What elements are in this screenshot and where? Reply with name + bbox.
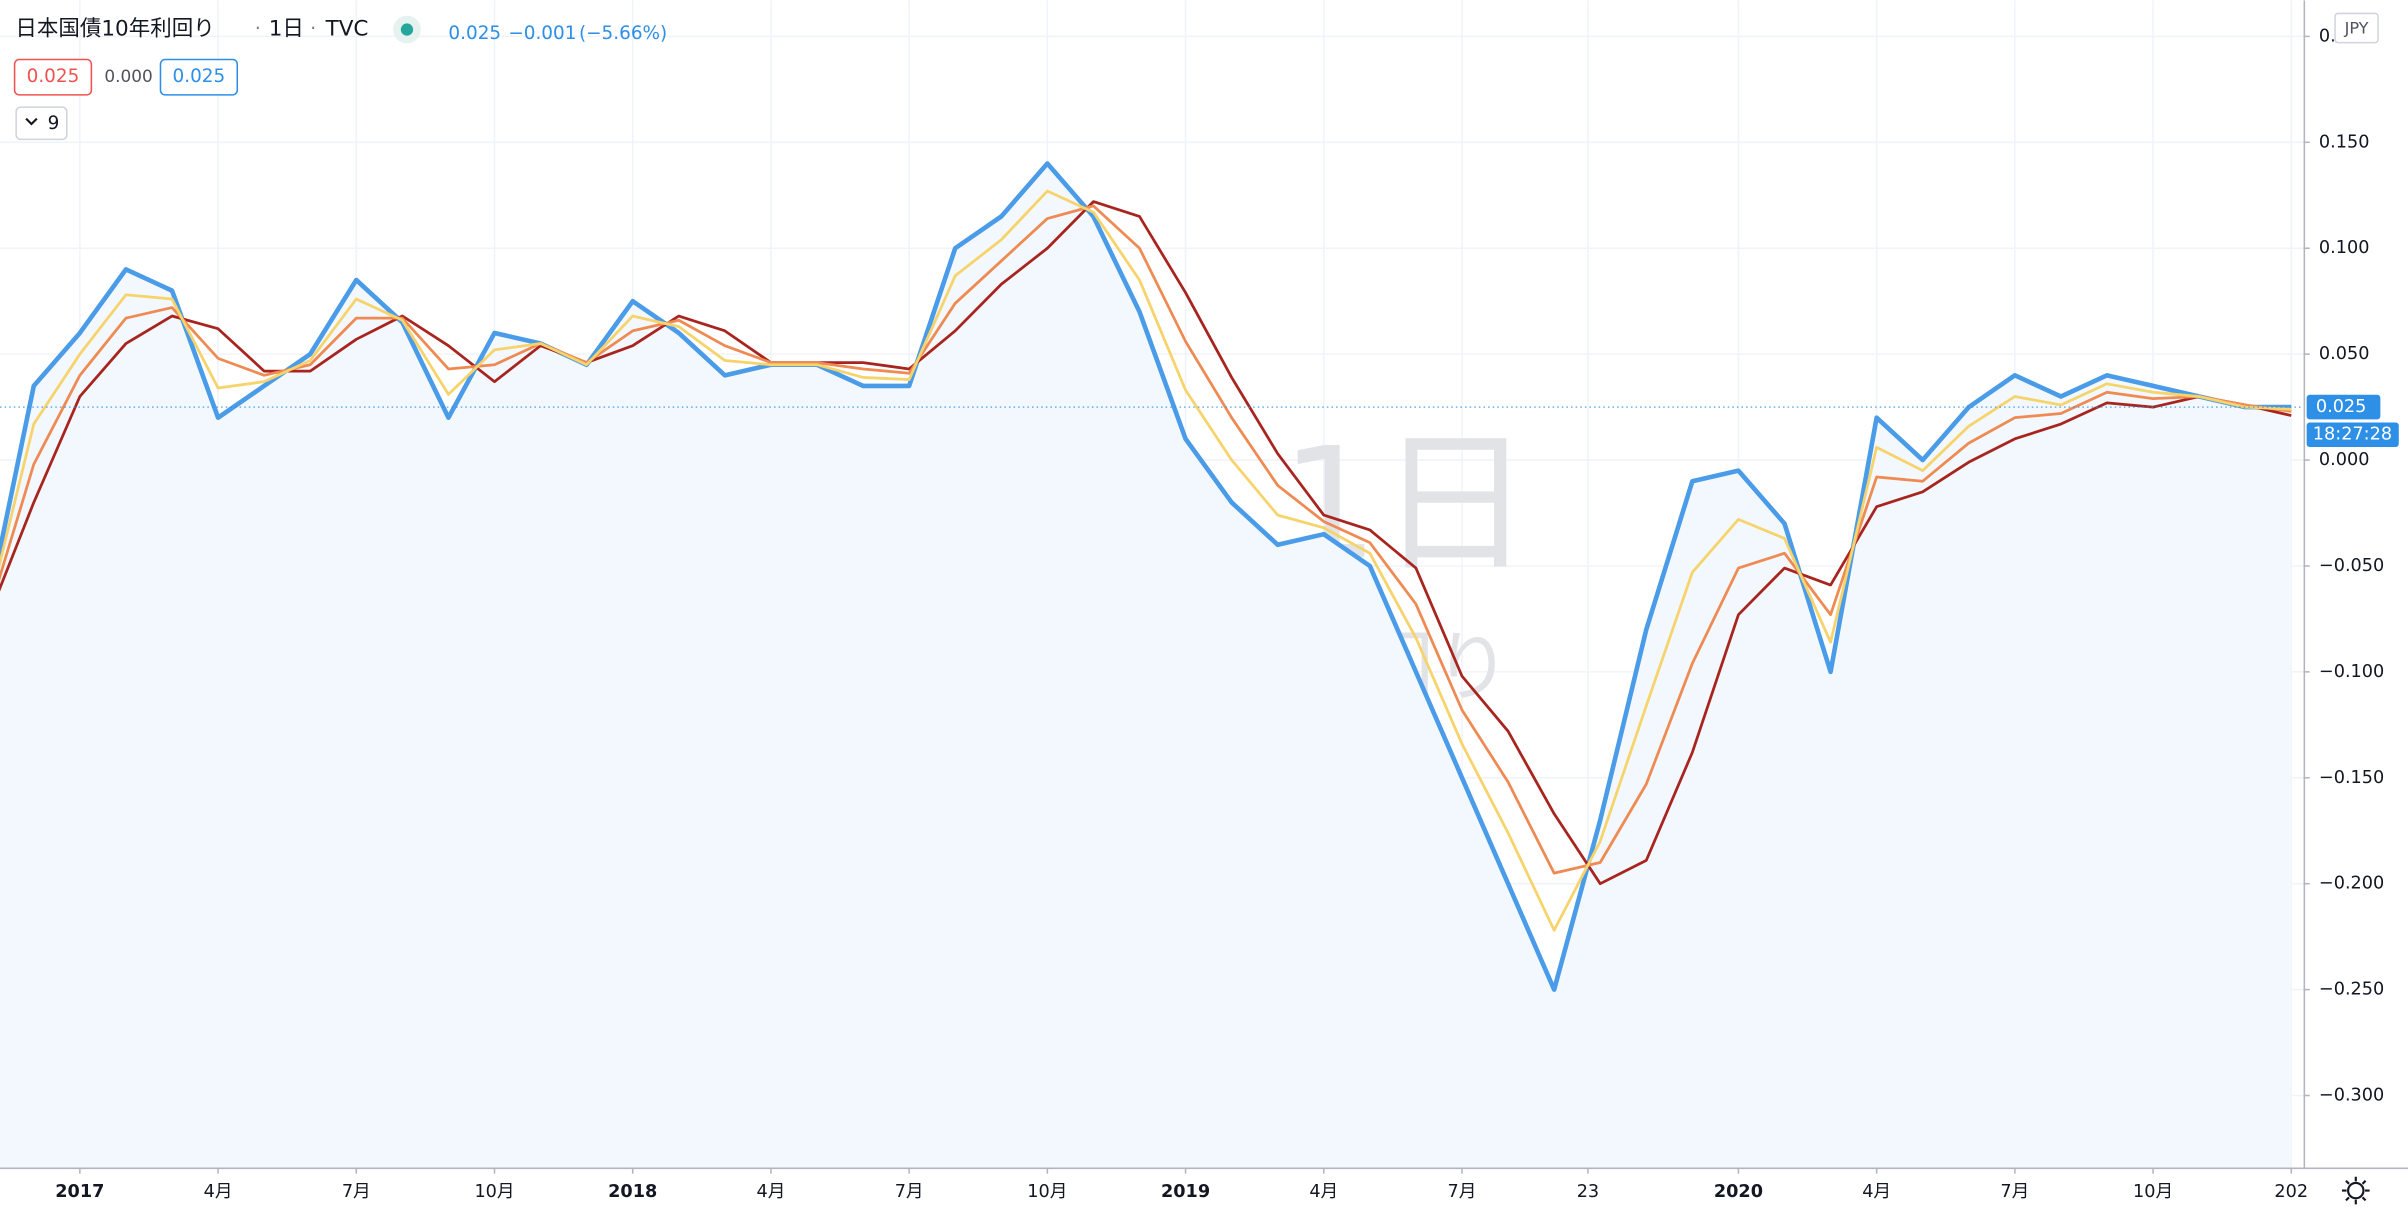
bid-value: 0.025 [27, 66, 80, 87]
change-value: −0.001 [508, 23, 576, 44]
y-tick-label: 0. [2319, 26, 2336, 46]
ribbon-line [0, 189, 2292, 932]
x-tick-label: 202 [2274, 1182, 2308, 1202]
settings-teeth [2341, 1176, 2370, 1205]
spread-value: 0.000 [104, 66, 152, 86]
settings-gear[interactable] [2347, 1181, 2365, 1200]
axes: 0. 0.150 0.100 0.050 0.000 −0.050 −0.100 −0.150… [55, 26, 2399, 1202]
last-price-label: 0.025 [2316, 397, 2367, 417]
x-tick-label: 4月 [1309, 1182, 1338, 1202]
ribbon-line [0, 200, 2292, 886]
x-tick-label: 7月 [1448, 1182, 1477, 1202]
x-tick-label: 10月 [1027, 1182, 1067, 1202]
x-tick-label: 2020 [1714, 1182, 1763, 1202]
interval[interactable]: 1日 [269, 17, 304, 42]
y-tick-label: 0.100 [2319, 238, 2370, 258]
symbol-name[interactable]: 日本国債10年利回り [15, 17, 214, 42]
y-tick-label: 0.050 [2319, 344, 2370, 364]
x-tick-label: 4月 [756, 1182, 785, 1202]
ask-value: 0.025 [173, 66, 226, 87]
x-tick-label: 7月 [342, 1182, 371, 1202]
ribbon-line [0, 204, 2292, 875]
last-price-box [2306, 394, 2381, 420]
x-tick-label: 4月 [1862, 1182, 1891, 1202]
y-tick-label: −0.300 [2319, 1086, 2384, 1106]
price-line [0, 161, 2292, 992]
y-tick-label: −0.100 [2319, 662, 2384, 682]
currency-box[interactable] [2334, 12, 2379, 44]
y-tick-label: −0.050 [2319, 556, 2384, 576]
settings-icon[interactable] [2341, 1176, 2370, 1205]
x-tick-label: 2018 [608, 1182, 657, 1202]
countdown-box [2306, 422, 2399, 448]
indicator-count: 9 [48, 113, 60, 134]
indicators-toggle[interactable] [15, 106, 68, 141]
exchange: TVC [325, 17, 369, 42]
chevron-icon [25, 117, 38, 126]
x-tick-label: 10月 [474, 1182, 514, 1202]
change-percent: (−5.66%) [579, 23, 667, 44]
ask-box[interactable] [159, 58, 239, 96]
x-tick-label: 7月 [2000, 1182, 2029, 1202]
market-status-dot[interactable] [400, 23, 414, 36]
plot-area [0, 161, 2304, 1168]
last-value: 0.025 [448, 23, 501, 44]
y-tick-label: 0.150 [2319, 132, 2370, 152]
currency: JPY [2344, 18, 2369, 37]
separator: · [255, 19, 261, 40]
x-tick-label: 2017 [55, 1182, 104, 1202]
x-tick-label: 2019 [1161, 1182, 1210, 1202]
x-tick-label: 7月 [895, 1182, 924, 1202]
area [0, 163, 2292, 1168]
bid-box[interactable] [13, 58, 93, 96]
y-tick-label: −0.150 [2319, 768, 2384, 788]
y-tick-label: 0.000 [2319, 450, 2370, 470]
separator: · [310, 19, 316, 40]
countdown-label: 18:27:28 [2313, 425, 2392, 445]
x-tick-label: 23 [1577, 1182, 1599, 1202]
x-tick-label: 10月 [2133, 1182, 2173, 1202]
y-tick-label: −0.250 [2319, 980, 2384, 1000]
x-tick-label: 4月 [204, 1182, 233, 1202]
y-tick-label: −0.200 [2319, 874, 2384, 894]
